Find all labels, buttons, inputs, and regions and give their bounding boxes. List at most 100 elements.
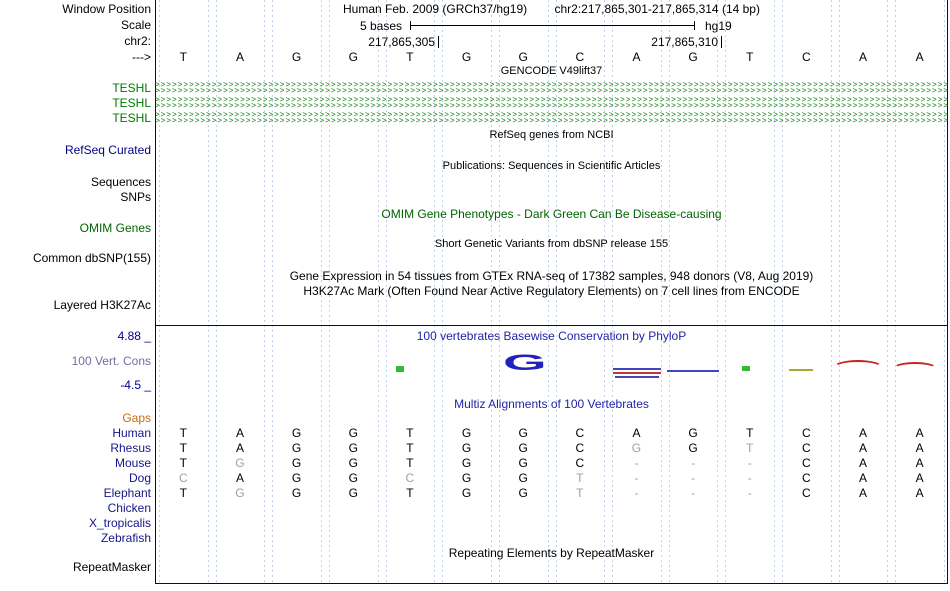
gtex-title[interactable]: Gene Expression in 54 tissues from GTEx … [289, 269, 814, 283]
gridline [830, 0, 832, 584]
base-letter: A [859, 486, 868, 500]
base-letter: G [235, 456, 245, 470]
gridline [944, 0, 945, 584]
base-letter: A [632, 426, 641, 440]
conservation-plot: G [155, 326, 948, 396]
base-letter: G [291, 441, 302, 455]
transcript-arrows: >>>>>>>>>>>>>>>>>>>>>>>>>>>>>>>>>>>>>>>>… [155, 118, 948, 124]
gridline [555, 0, 557, 584]
gridline [660, 0, 662, 584]
section-separator-bottom [155, 583, 948, 584]
track-area-left-border [155, 0, 156, 584]
base-letter: G [235, 486, 245, 500]
dbsnp-title[interactable]: Short Genetic Variants from dbSNP releas… [434, 238, 669, 250]
base-letter: T [406, 50, 414, 64]
species-label-chicken[interactable]: Chicken [107, 501, 151, 515]
species-label-x_tropicalis[interactable]: X_tropicalis [88, 516, 151, 530]
alignment-cells [155, 501, 948, 516]
gencode-title[interactable]: GENCODE V49lift37 [500, 65, 603, 77]
gridline [385, 0, 387, 584]
sequences-label[interactable]: Sequences [90, 175, 151, 189]
base-letter: G [461, 441, 472, 455]
base-letter: T [179, 426, 187, 440]
publications-title[interactable]: Publications: Sequences in Scientific Ar… [442, 160, 661, 172]
base-letter: G [291, 456, 302, 470]
base-letter: - [747, 471, 752, 485]
gridline [490, 0, 492, 584]
species-label-elephant[interactable]: Elephant [103, 486, 151, 500]
base-letter: G [461, 471, 472, 485]
transcript-arrows: >>>>>>>>>>>>>>>>>>>>>>>>>>>>>>>>>>>>>>>>… [155, 88, 948, 94]
window-position-label: Window Position [62, 2, 151, 16]
base-letter: C [575, 456, 585, 470]
h3k27ac-title[interactable]: H3K27Ac Mark (Often Found Near Active Re… [303, 284, 800, 298]
scale-value: 5 bases [359, 19, 402, 33]
base-letter: A [235, 426, 244, 440]
base-letter: T [406, 456, 414, 470]
species-label-dog[interactable]: Dog [128, 471, 151, 485]
base-letter: A [859, 50, 868, 64]
scale-ruler: 5 bases hg19 [155, 18, 948, 33]
base-letter: G [518, 456, 528, 470]
transcript-arrows: >>>>>>>>>>>>>>>>>>>>>>>>>>>>>>>>>>>>>>>>… [155, 82, 948, 88]
base-letter: G [461, 50, 472, 64]
multiz-row-gaps: Gaps [0, 411, 950, 426]
gridline [604, 0, 606, 584]
base-letter: A [859, 471, 868, 485]
base-letter: - [691, 471, 696, 485]
species-label-zebrafish[interactable]: Zebrafish [100, 531, 151, 545]
gridline [272, 0, 274, 584]
refseq-title[interactable]: RefSeq genes from NCBI [489, 129, 614, 141]
gencode-transcript-label-3[interactable]: TESHL [112, 111, 151, 125]
species-label-rhesus[interactable]: Rhesus [110, 441, 151, 455]
base-letter: G [291, 486, 302, 500]
gencode-transcript-label-1[interactable]: TESHL [112, 81, 151, 95]
base-letter: A [859, 441, 868, 455]
base-letter: C [575, 441, 585, 455]
multiz-row-chicken: Chicken [0, 501, 950, 516]
base-letter: G [688, 426, 698, 440]
multiz-row-dog: Dog C A G G C G G T - - - C A A [0, 471, 950, 486]
gridline [668, 0, 670, 584]
species-label-gaps[interactable]: Gaps [122, 411, 151, 425]
base-letter: G [518, 426, 528, 440]
multiz-title[interactable]: Multiz Alignments of 100 Vertebrates [454, 397, 649, 411]
omim-title[interactable]: OMIM Gene Phenotypes - Dark Green Can Be… [381, 207, 722, 221]
gencode-transcript-track-1[interactable]: >>>>>>>>>>>>>>>>>>>>>>>>>>>>>>>>>>>>>>>>… [155, 82, 948, 94]
conservation-title[interactable]: 100 vertebrates Basewise Conservation by… [416, 329, 687, 343]
transcript-arrows: >>>>>>>>>>>>>>>>>>>>>>>>>>>>>>>>>>>>>>>>… [155, 112, 948, 118]
base-letter: A [632, 50, 641, 64]
omim-genes-label[interactable]: OMIM Genes [79, 221, 151, 235]
gencode-transcript-label-2[interactable]: TESHL [112, 96, 151, 110]
repeatmasker-title[interactable]: Repeating Elements by RepeatMasker [448, 546, 655, 560]
species-label-mouse[interactable]: Mouse [114, 456, 151, 470]
gridline [782, 0, 784, 584]
gridline [838, 0, 840, 584]
gencode-transcript-track-3[interactable]: >>>>>>>>>>>>>>>>>>>>>>>>>>>>>>>>>>>>>>>>… [155, 112, 948, 124]
gencode-transcript-track-2[interactable]: >>>>>>>>>>>>>>>>>>>>>>>>>>>>>>>>>>>>>>>>… [155, 97, 948, 109]
base-letter: - [634, 456, 639, 470]
snps-label[interactable]: SNPs [120, 190, 151, 204]
layered-h3k27ac-label[interactable]: Layered H3K27Ac [53, 298, 151, 312]
base-letter: - [747, 456, 752, 470]
base-letter: T [746, 50, 754, 64]
gridline [895, 0, 897, 584]
species-label-human[interactable]: Human [112, 426, 151, 440]
base-letter: G [518, 486, 528, 500]
multiz-row-zebrafish: Zebrafish [0, 531, 950, 546]
base-letter: T [406, 486, 414, 500]
base-letter: T [406, 426, 414, 440]
gridline [547, 0, 549, 584]
common-dbsnp-label[interactable]: Common dbSNP(155) [32, 251, 151, 265]
base-letter: G [518, 441, 528, 455]
repeatmasker-label[interactable]: RepeatMasker [72, 560, 151, 574]
conservation-track-label[interactable]: 100 Vert. Cons [71, 354, 151, 368]
conservation-mark [613, 368, 661, 370]
conservation-mark [615, 376, 659, 378]
refseq-curated-label[interactable]: RefSeq Curated [64, 143, 151, 157]
base-letter: G [348, 486, 358, 500]
